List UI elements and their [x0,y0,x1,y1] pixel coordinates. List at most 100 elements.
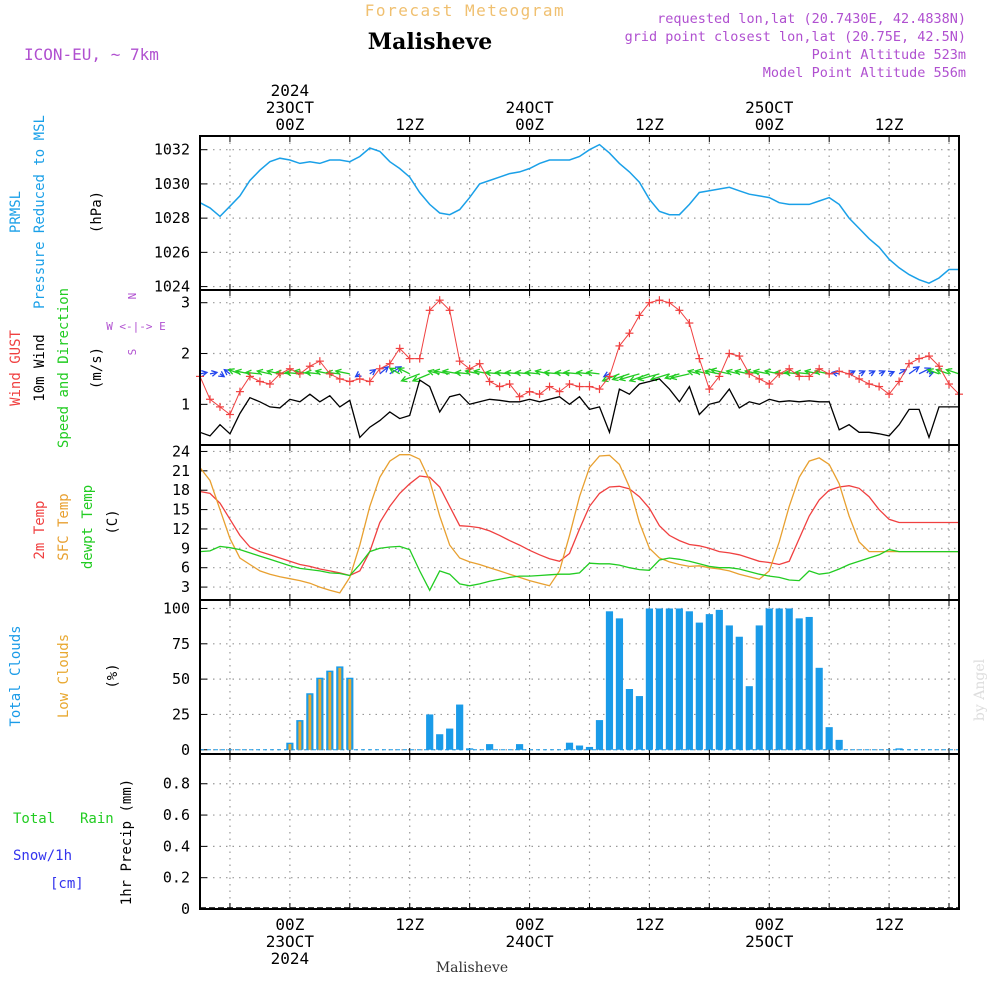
total-cloud-bar [725,625,733,750]
gust-marker [295,369,304,378]
wind-labels: Wind GUST 10m Wind Speed and Direction (… [8,288,166,448]
grid-point-coords: grid point closest lon,lat (20.75E, 42.5… [625,29,966,45]
gust-marker [945,380,954,389]
wind-arrow [524,369,540,377]
wind-arrow-shaft [612,373,630,381]
wind-arrow-head [887,370,896,377]
wind-arrow-head [945,367,953,375]
low-cloud-bar [318,679,322,750]
gust-marker [835,367,844,376]
total-cloud-bar [705,614,713,750]
gust-marker [405,354,414,363]
low-cloud-bar [328,672,332,750]
wind-arrow-shaft [936,369,950,375]
total-cloud-bar [745,686,753,750]
total-cloud-bar [655,608,663,750]
wind-arrow-head [334,368,342,376]
rain-label: Rain [80,811,114,827]
wind-arrow-head [227,368,235,375]
top-time-label: 23OCT [266,98,315,117]
wind-gust-label: Wind GUST [8,330,24,406]
pressure-msl-label: Pressure Reduced to MSL [32,115,48,309]
wind-arrow [369,368,377,376]
wind-arrow-shaft [650,373,670,381]
wind-arrow-head [514,369,522,377]
y-tick-label: 0.6 [163,806,190,824]
gust-marker [575,382,584,391]
prmsl-label: PRMSL [8,191,24,233]
low-cloud-bar [308,694,312,750]
wind-arrow [432,368,450,376]
total-cloud-bar [765,608,773,750]
gust-marker [535,390,544,399]
gust-marker [795,372,804,381]
gust-marker [735,352,744,361]
y-tick-label: 15 [172,501,190,519]
pressure-line [199,143,959,285]
wind-arrow-head [234,368,242,376]
wind-arrow-head [618,374,626,382]
precip-unit: 1hr Precip (mm) [119,779,135,905]
wind-arrow-shaft [379,366,389,375]
gust-marker [665,298,674,307]
total-cloud-bar [835,739,843,750]
low-cloud-bar [298,721,302,750]
gust-marker [215,402,224,411]
wind-arrow-shaft [434,370,450,375]
wind-arrow-head [454,369,462,377]
wind-arrow-head [601,375,609,383]
gust-marker [675,306,684,315]
wind-arrow-head [524,369,532,377]
wind-arrow-head [304,369,312,377]
wind-arrow-shaft [305,371,320,375]
low-cloud-bar [348,679,352,750]
gust-marker [915,354,924,363]
bottom-time-label: 25OCT [745,932,794,951]
wind-arrow-head [585,369,593,377]
y-tick-label: 1 [181,395,190,413]
y-tick-label: 21 [172,462,190,480]
gust-marker [365,377,374,386]
footer-location: Malisheve [436,960,508,976]
model-label: ICON-EU, ~ 7km [24,45,159,64]
wind-arrow [611,373,630,382]
y-tick-label: 18 [172,481,190,499]
gust-marker [485,377,494,386]
total-precip-label: Total [13,811,55,827]
wind-arrow [218,371,226,378]
wind-arrow-shaft [665,373,680,379]
total-cloud-bar [665,608,673,750]
gust-marker [755,374,764,383]
gust-marker [465,364,474,373]
panel-frame [199,753,960,910]
wind-arrow [334,368,350,376]
wind-arrow-head [484,369,492,377]
total-cloud-bar [685,611,693,750]
gust-marker [855,374,864,383]
wind-arrow-head [664,373,672,380]
total-cloud-bar [795,618,803,750]
wind-arrow-shaft [335,370,350,375]
wind-arrow [908,366,920,375]
wind-arrow-head [669,373,678,381]
snow-label: Snow/1h [13,848,72,864]
wind-arrow-head [472,368,481,376]
panel-frame [199,444,960,601]
wind-arrow-head [534,368,542,376]
wind-arrow-head [693,368,702,376]
wind-arrow [223,368,231,376]
wind-arrow [664,373,680,380]
total-cloud-bar [785,608,793,750]
gust-marker [305,362,314,371]
total-cloud-bar [446,728,454,750]
low-cloud-bar [338,667,342,750]
top-time-label: 00Z [515,115,544,134]
wind-arrow-shaft [389,367,401,375]
total-cloud-bar [585,746,594,750]
gust-marker [705,385,714,394]
dewpt-label: dewpt Temp [80,485,96,569]
wind-arrow [945,367,960,375]
total-cloud-bar [735,636,743,750]
subtitle: Forecast Meteogram [365,1,565,20]
top-time-label: 00Z [755,115,784,134]
